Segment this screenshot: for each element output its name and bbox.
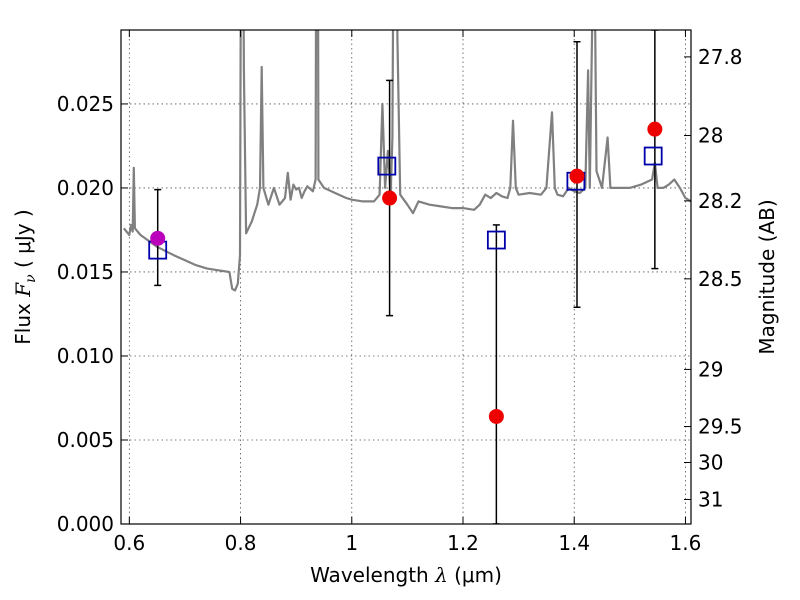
plot-frame xyxy=(120,29,692,525)
y-tick-label: 0.005 xyxy=(57,428,114,452)
y2-tick-label: 28 xyxy=(698,124,723,148)
y2-tick-label: 29.5 xyxy=(698,415,743,439)
x-tick-label: 0.6 xyxy=(113,531,145,555)
x-tick-label: 1.2 xyxy=(447,531,479,555)
y2-tick-label: 28.2 xyxy=(698,189,743,213)
observed-point xyxy=(569,168,585,184)
y-tick-label: 0.020 xyxy=(57,176,114,200)
observed-point xyxy=(488,408,504,424)
y2-tick-label: 30 xyxy=(698,451,723,475)
x-tick-label: 1 xyxy=(345,531,358,555)
model-square xyxy=(486,230,506,250)
y-tick-label: 0.000 xyxy=(57,512,114,536)
y2-tick-label: 29 xyxy=(698,357,723,381)
x-tick-label: 1.4 xyxy=(558,531,590,555)
spectrum-series xyxy=(122,30,691,292)
y-tick-label: 0.015 xyxy=(57,260,114,284)
x-tick-label: 1.6 xyxy=(670,531,702,555)
y-tick-label: 0.025 xyxy=(57,92,114,116)
y-axis-ticks: 0.000 0.005 0.010 0.015 0.020 0.025 xyxy=(57,92,128,536)
y2-tick-label: 27.8 xyxy=(698,45,743,69)
observed-point xyxy=(150,230,166,246)
y-tick-label: 0.010 xyxy=(57,344,114,368)
observed-point xyxy=(647,121,663,137)
model-square xyxy=(643,146,663,166)
observed-points xyxy=(150,121,663,424)
y2-axis-ticks: 27.8 28 28.2 28.5 29 29.5 30 31 xyxy=(684,45,743,511)
model-square xyxy=(377,156,397,176)
y2-tick-label: 31 xyxy=(698,487,723,511)
y-axis-title: Flux Fν ( μJy ) xyxy=(11,209,39,344)
x-axis-ticks: 0.6 0.8 1 1.2 1.4 1.6 xyxy=(113,30,701,555)
x-axis-title: Wavelength λ (μm) xyxy=(310,563,502,587)
x-tick-label: 0.8 xyxy=(225,531,257,555)
y2-tick-label: 28.5 xyxy=(698,267,743,291)
y2-axis-title: Magnitude (AB) xyxy=(755,199,779,354)
spectrum-line xyxy=(122,30,691,292)
observed-point xyxy=(382,190,398,206)
